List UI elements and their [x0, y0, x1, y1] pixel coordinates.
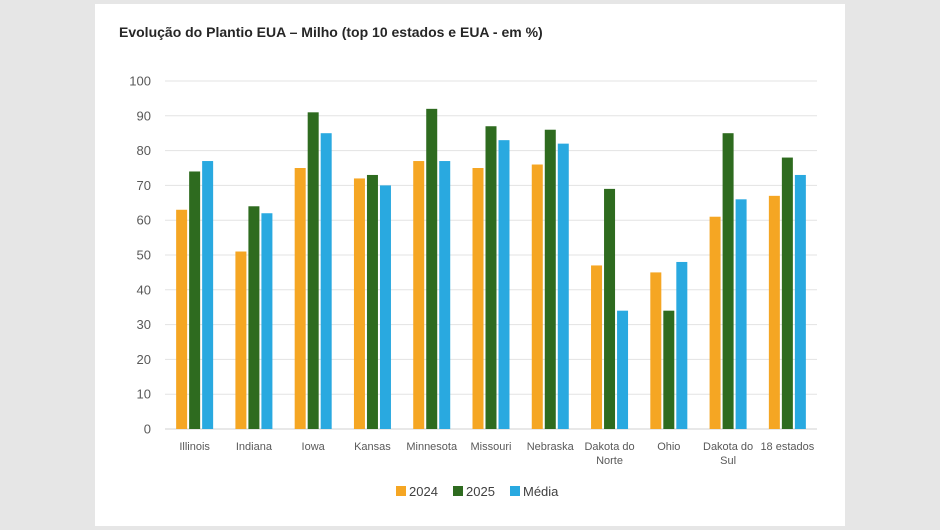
- bar-2024: [768, 195, 780, 429]
- bar-2025: [722, 133, 734, 429]
- bar-2024: [531, 164, 543, 429]
- bar-2025: [663, 310, 675, 429]
- bar-2025: [485, 126, 497, 430]
- y-tick-label: 60: [137, 213, 151, 228]
- x-category-label: Sul: [720, 455, 736, 467]
- x-category-label: Kansas: [354, 441, 391, 453]
- bar-2025: [781, 157, 793, 429]
- bar-2024: [176, 209, 188, 429]
- legend-label: 2024: [409, 484, 438, 499]
- bar-2025: [307, 112, 319, 429]
- bar-2024: [591, 265, 603, 429]
- bar-m-dia: [439, 161, 451, 430]
- y-tick-label: 40: [137, 282, 151, 297]
- bar-m-dia: [379, 185, 391, 429]
- bar-2024: [413, 161, 425, 430]
- y-tick-label: 30: [137, 317, 151, 332]
- y-tick-label: 50: [137, 248, 151, 263]
- bars: [176, 108, 806, 430]
- bar-2025: [426, 108, 438, 429]
- bar-m-dia: [498, 140, 510, 429]
- y-tick-label: 100: [129, 74, 151, 89]
- bar-2025: [189, 171, 201, 430]
- bar-2024: [235, 251, 247, 429]
- bar-2025: [366, 174, 378, 429]
- legend-swatch: [453, 486, 463, 496]
- x-category-label: 18 estados: [760, 441, 814, 453]
- legend-label: 2025: [466, 484, 495, 499]
- bar-m-dia: [617, 310, 629, 429]
- y-tick-label: 0: [144, 422, 151, 437]
- y-tick-label: 10: [137, 387, 151, 402]
- bar-2024: [294, 168, 306, 429]
- y-axis-ticks: 0 10 20 30 40 50 60 70 80 90 100: [129, 74, 151, 437]
- chart-panel: Evolução do Plantio EUA – Milho (top 10 …: [95, 4, 845, 526]
- x-category-label: Nebraska: [527, 441, 575, 453]
- legend-swatch: [510, 486, 520, 496]
- bar-m-dia: [676, 261, 688, 429]
- bar-2024: [709, 216, 721, 429]
- legend-label: Média: [523, 484, 559, 499]
- bar-chart: Evolução do Plantio EUA – Milho (top 10 …: [119, 24, 817, 499]
- bar-2025: [248, 206, 260, 429]
- bar-m-dia: [320, 133, 332, 429]
- y-tick-label: 20: [137, 352, 151, 367]
- bar-2024: [353, 178, 365, 429]
- x-category-label: Dakota do: [703, 441, 753, 453]
- bar-m-dia: [202, 161, 214, 430]
- y-tick-label: 80: [137, 143, 151, 158]
- x-category-label: Norte: [596, 455, 623, 467]
- x-category-label: Indiana: [236, 441, 273, 453]
- chart-title: Evolução do Plantio EUA – Milho (top 10 …: [119, 24, 543, 40]
- bar-m-dia: [794, 174, 806, 429]
- bar-2025: [544, 129, 556, 429]
- legend: 2024 2025 Média: [396, 484, 559, 499]
- bar-2024: [650, 272, 662, 429]
- y-tick-label: 90: [137, 108, 151, 123]
- x-category-label: Ohio: [657, 441, 680, 453]
- x-category-label: Minnesota: [406, 441, 458, 453]
- x-category-label: Dakota do: [584, 441, 634, 453]
- y-tick-label: 70: [137, 178, 151, 193]
- x-category-label: Illinois: [179, 441, 210, 453]
- bar-m-dia: [261, 213, 273, 429]
- x-axis-categories: Illinois Indiana Iowa Kansas Minnesota Missou…: [179, 441, 814, 467]
- bar-2024: [472, 168, 484, 429]
- bar-m-dia: [735, 199, 747, 429]
- bar-m-dia: [557, 143, 569, 429]
- legend-swatch: [396, 486, 406, 496]
- x-category-label: Iowa: [302, 441, 326, 453]
- bar-2025: [604, 188, 616, 429]
- x-category-label: Missouri: [471, 441, 512, 453]
